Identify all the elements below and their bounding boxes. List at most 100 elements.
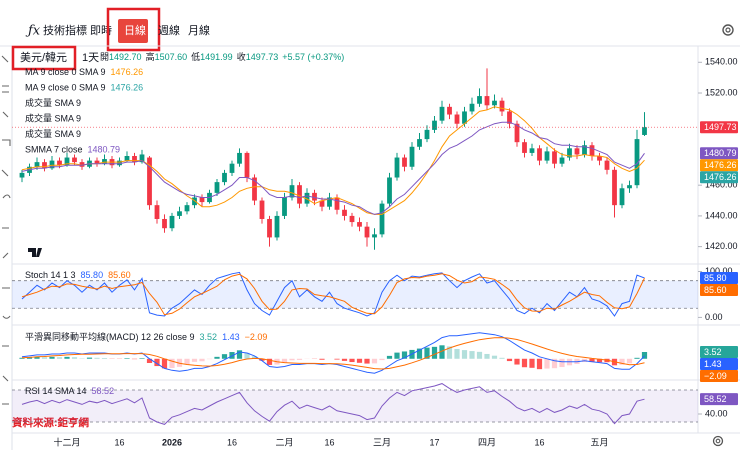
last-value-bg xyxy=(700,358,738,370)
candle-body xyxy=(147,157,152,206)
last-value-bg xyxy=(700,147,738,160)
candle-body xyxy=(507,111,512,124)
band-fill xyxy=(12,390,698,422)
candle-body xyxy=(567,148,572,158)
x-tick-label: 四月 xyxy=(478,437,496,447)
indicators-button[interactable]: 技術指標 xyxy=(43,23,87,37)
x-tick-label: 16 xyxy=(227,437,237,447)
x-tick-label: 2026 xyxy=(162,437,182,447)
legend-value: 85.80 xyxy=(81,270,104,280)
histogram-bar xyxy=(476,351,483,359)
tab-daily[interactable]: 日線 xyxy=(124,23,146,37)
candle-body xyxy=(454,114,460,124)
legend-name: 成交量 SMA 9 xyxy=(25,97,81,108)
candle-body xyxy=(379,203,385,235)
candle-body xyxy=(259,200,265,219)
candle-body xyxy=(282,197,287,216)
indicator-line xyxy=(21,383,645,425)
candle-body xyxy=(447,106,452,115)
y-tick-label: 1540.00 xyxy=(705,57,738,67)
candle-body xyxy=(42,162,47,169)
legend-entry: 成交量 SMA 9 xyxy=(25,113,81,124)
tab-active-bg xyxy=(118,19,148,43)
candle-body xyxy=(177,211,182,216)
candle-body xyxy=(297,185,302,204)
histogram-bar xyxy=(544,358,550,369)
candle-body xyxy=(492,100,497,106)
legend-entry: 成交量 SMA 9 xyxy=(25,128,81,139)
histogram-bar xyxy=(559,358,565,368)
tab-weekly[interactable]: 週線 xyxy=(158,23,180,37)
histogram-bar xyxy=(154,358,160,367)
histogram-bar xyxy=(439,345,445,359)
indicator-line xyxy=(21,337,645,370)
candle-body xyxy=(432,120,437,130)
last-value-box: 58.52 xyxy=(700,393,738,406)
y-tick-label: 0.00 xyxy=(705,312,723,322)
histogram-bar xyxy=(101,358,108,359)
candle-body xyxy=(162,218,167,229)
y-tick-label: 1460.00 xyxy=(705,180,738,190)
histogram-bar xyxy=(491,355,498,359)
y-tick-label: 1520.00 xyxy=(705,87,738,97)
last-value-label: 85.80 xyxy=(704,273,727,283)
histogram-bar xyxy=(341,358,348,361)
last-value-box: −2.09 xyxy=(700,370,738,382)
candle-body xyxy=(627,185,632,189)
histogram-bar xyxy=(626,358,633,364)
legend-value: 1480.79 xyxy=(88,145,121,155)
histogram-bar xyxy=(499,357,505,359)
candle-body xyxy=(19,172,25,178)
histogram-bar xyxy=(49,356,55,359)
candle-body xyxy=(72,157,77,163)
last-value-box: 1476.26 xyxy=(700,171,738,184)
candle-body xyxy=(184,205,190,212)
candle-body xyxy=(102,159,107,164)
axis-settings-icon[interactable] xyxy=(712,435,724,447)
histogram-bar xyxy=(506,358,513,362)
last-value-bg xyxy=(700,284,738,297)
histogram-bar xyxy=(596,358,603,363)
candle-body xyxy=(469,103,475,112)
histogram-bar xyxy=(41,357,48,359)
histogram-bar xyxy=(34,356,40,359)
tv-logo xyxy=(28,248,42,257)
histogram-bar xyxy=(221,354,228,359)
candle-body xyxy=(522,142,527,153)
pane-title: RSI 14 SMA 14 xyxy=(25,386,87,396)
candle-body xyxy=(409,146,415,167)
header-label: 開 xyxy=(100,52,109,62)
histogram-bar xyxy=(386,355,393,359)
fx-icon[interactable]: ƒx xyxy=(25,24,41,39)
settings-icon[interactable] xyxy=(722,24,734,36)
ohlc-header: 開1492.70 高1507.60 低1491.99 收1497.73 +5.57 (+… xyxy=(100,51,344,62)
histogram-bar xyxy=(364,358,370,364)
candle-body xyxy=(372,234,377,238)
candle-body xyxy=(229,163,235,173)
histogram-bar xyxy=(641,352,648,359)
histogram-bar xyxy=(349,358,355,363)
y-tick-label: 100.00 xyxy=(705,266,733,276)
candle-body xyxy=(349,215,355,223)
last-value-box: 1476.26 xyxy=(700,159,738,172)
candle-body xyxy=(544,151,550,161)
last-value-label: 1480.79 xyxy=(704,148,737,158)
candle-body xyxy=(619,188,625,206)
symbol: 美元/韓元 xyxy=(20,51,67,64)
histogram-bar xyxy=(289,358,295,361)
candle-body xyxy=(252,177,257,201)
x-tick-label: 三月 xyxy=(373,437,391,447)
candle-body xyxy=(192,197,197,206)
last-value-bg xyxy=(700,171,738,184)
tab-realtime[interactable]: 即時 xyxy=(90,24,112,37)
x-tick-label: 16 xyxy=(324,437,334,447)
legend-value: 58.52 xyxy=(92,386,115,396)
tab-monthly[interactable]: 月線 xyxy=(188,23,210,37)
tool-icons[interactable] xyxy=(1,55,11,405)
candle-body xyxy=(387,177,392,204)
histogram-bar xyxy=(56,357,63,359)
x-tick-label: 五月 xyxy=(590,437,608,447)
last-value-bg xyxy=(700,393,738,406)
toolbar: ƒx 技術指標 即時 日線 週線 月線 xyxy=(25,7,734,52)
